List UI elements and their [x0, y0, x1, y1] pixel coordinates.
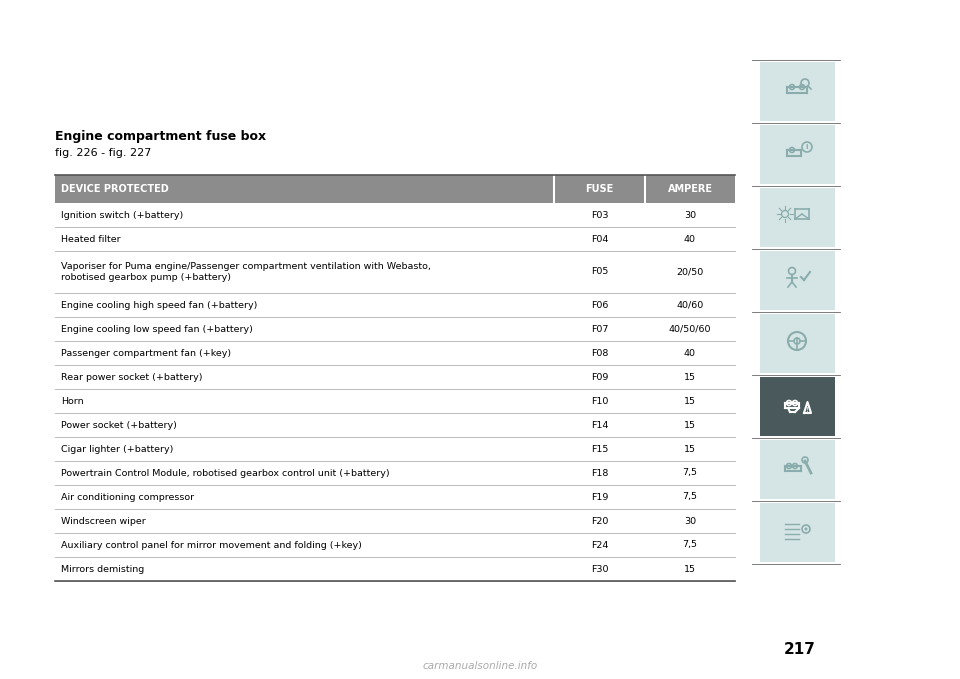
Bar — [760, 314, 835, 373]
Text: 40/50/60: 40/50/60 — [669, 325, 711, 333]
Text: 30: 30 — [684, 517, 696, 526]
Text: Passenger compartment fan (+key): Passenger compartment fan (+key) — [61, 348, 231, 358]
Text: Auxiliary control panel for mirror movement and folding (+key): Auxiliary control panel for mirror movem… — [61, 540, 362, 549]
Bar — [55, 203, 735, 227]
Text: F18: F18 — [590, 469, 609, 477]
Text: Air conditioning compressor: Air conditioning compressor — [61, 492, 194, 502]
Bar — [55, 509, 735, 533]
Bar — [55, 461, 735, 485]
Text: Powertrain Control Module, robotised gearbox control unit (+battery): Powertrain Control Module, robotised gea… — [61, 469, 390, 477]
Text: F06: F06 — [590, 301, 609, 310]
Bar — [55, 365, 735, 389]
Bar — [760, 188, 835, 247]
Text: 7,5: 7,5 — [683, 492, 698, 502]
Text: F05: F05 — [590, 268, 609, 276]
Bar — [760, 62, 835, 121]
Text: 15: 15 — [684, 420, 696, 430]
Text: F08: F08 — [590, 348, 609, 358]
Bar — [760, 503, 835, 562]
Bar — [55, 533, 735, 557]
Text: Windscreen wiper: Windscreen wiper — [61, 517, 146, 526]
Text: FUSE: FUSE — [586, 184, 613, 194]
Text: F07: F07 — [590, 325, 609, 333]
Text: F20: F20 — [590, 517, 609, 526]
Text: carmanualsonline.info: carmanualsonline.info — [422, 661, 538, 671]
Text: F19: F19 — [590, 492, 609, 502]
Text: 7,5: 7,5 — [683, 469, 698, 477]
Bar — [55, 293, 735, 317]
Text: Mirrors demisting: Mirrors demisting — [61, 564, 144, 574]
Text: Horn: Horn — [61, 397, 84, 405]
Text: 40: 40 — [684, 234, 696, 244]
Bar — [55, 227, 735, 251]
Text: 15: 15 — [684, 564, 696, 574]
Text: 15: 15 — [684, 445, 696, 454]
Bar — [55, 437, 735, 461]
Bar — [760, 125, 835, 184]
Text: i: i — [805, 144, 808, 150]
Text: Heated filter: Heated filter — [61, 234, 121, 244]
Text: Engine cooling high speed fan (+battery): Engine cooling high speed fan (+battery) — [61, 301, 257, 310]
Text: 217: 217 — [784, 642, 816, 657]
Text: !: ! — [806, 407, 809, 413]
Text: F14: F14 — [590, 420, 609, 430]
Text: Ignition switch (+battery): Ignition switch (+battery) — [61, 210, 183, 219]
Text: Power socket (+battery): Power socket (+battery) — [61, 420, 177, 430]
Text: F04: F04 — [590, 234, 609, 244]
Text: 30: 30 — [684, 210, 696, 219]
Text: F03: F03 — [590, 210, 609, 219]
Bar — [55, 251, 735, 293]
Text: F10: F10 — [590, 397, 609, 405]
Text: F09: F09 — [590, 373, 609, 382]
Bar — [760, 377, 835, 436]
Text: Engine compartment fuse box: Engine compartment fuse box — [55, 130, 266, 143]
Text: F30: F30 — [590, 564, 609, 574]
Text: Cigar lighter (+battery): Cigar lighter (+battery) — [61, 445, 174, 454]
Text: F15: F15 — [590, 445, 609, 454]
Text: 40/60: 40/60 — [677, 301, 704, 310]
Text: DEVICE PROTECTED: DEVICE PROTECTED — [61, 184, 169, 194]
Circle shape — [804, 528, 807, 530]
Bar — [55, 557, 735, 581]
Bar — [55, 341, 735, 365]
Bar — [760, 440, 835, 499]
Text: Vaporiser for Puma engine/Passenger compartment ventilation with Webasto,
roboti: Vaporiser for Puma engine/Passenger comp… — [61, 262, 431, 282]
Bar — [55, 413, 735, 437]
Text: fig. 226 - fig. 227: fig. 226 - fig. 227 — [55, 148, 152, 158]
Bar — [55, 175, 735, 203]
Text: 7,5: 7,5 — [683, 540, 698, 549]
Text: 20/50: 20/50 — [677, 268, 704, 276]
Text: F24: F24 — [590, 540, 609, 549]
Text: AMPERE: AMPERE — [667, 184, 712, 194]
Text: 40: 40 — [684, 348, 696, 358]
Text: 15: 15 — [684, 373, 696, 382]
Text: Rear power socket (+battery): Rear power socket (+battery) — [61, 373, 203, 382]
Bar — [55, 389, 735, 413]
Bar — [55, 485, 735, 509]
Bar — [760, 251, 835, 310]
Bar — [55, 317, 735, 341]
Text: 15: 15 — [684, 397, 696, 405]
Text: Engine cooling low speed fan (+battery): Engine cooling low speed fan (+battery) — [61, 325, 252, 333]
